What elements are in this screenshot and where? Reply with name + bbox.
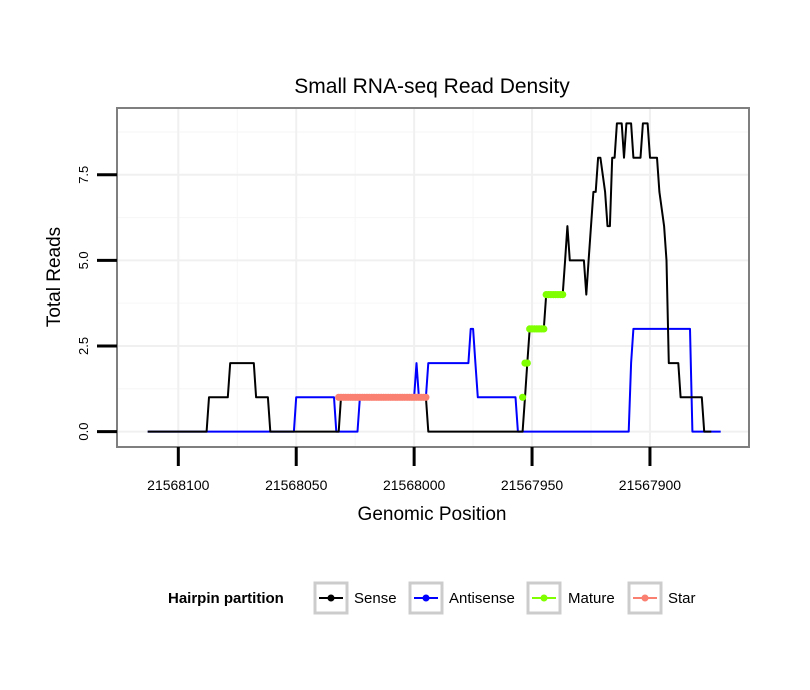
legend-label-sense: Sense [354, 590, 397, 607]
legend: Hairpin partition Sense Antisense Mature St… [168, 581, 696, 615]
legend-item-mature: Mature [526, 581, 615, 615]
legend-key-dot [540, 594, 548, 602]
x-tick-label: 21567900 [619, 477, 682, 493]
y-tick-label: 7.5 [76, 166, 91, 184]
chart-title: Small RNA-seq Read Density [294, 75, 570, 98]
x-tick-label: 21567950 [501, 477, 564, 493]
legend-item-antisense: Antisense [408, 581, 515, 615]
legend-key-dot [641, 594, 649, 602]
series-line-sense [147, 122, 712, 433]
x-tick-label: 21568000 [383, 477, 446, 493]
legend-label-star: Star [668, 590, 696, 607]
data-point-mature [519, 393, 527, 401]
y-axis: 0.0 2.5 5.0 7.5 [76, 166, 117, 441]
legend-label-mature: Mature [568, 590, 615, 607]
legend-title: Hairpin partition [168, 590, 284, 607]
x-axis-label: Genomic Position [358, 504, 507, 525]
panel-border [116, 107, 750, 448]
x-axis: 21568100 21568050 21568000 21567950 21567900 [147, 447, 681, 493]
legend-label-antisense: Antisense [449, 590, 515, 607]
data-point-mature [559, 291, 567, 299]
legend-key-dot [422, 594, 430, 602]
grid [117, 108, 749, 447]
y-tick-label: 5.0 [76, 251, 91, 269]
y-axis-label: Total Reads [44, 227, 65, 327]
x-tick-label: 21568100 [147, 477, 210, 493]
panel-background [117, 108, 749, 447]
x-tick-label: 21568050 [265, 477, 328, 493]
y-tick-label: 2.5 [76, 337, 91, 355]
data-point-mature [540, 325, 548, 333]
data-point-mature [523, 359, 531, 367]
legend-item-star: Star [627, 581, 696, 615]
data-point-star [422, 393, 430, 401]
legend-key-dot [327, 594, 335, 602]
y-tick-label: 0.0 [76, 423, 91, 441]
series-layer [147, 122, 721, 433]
legend-item-sense: Sense [313, 581, 397, 615]
